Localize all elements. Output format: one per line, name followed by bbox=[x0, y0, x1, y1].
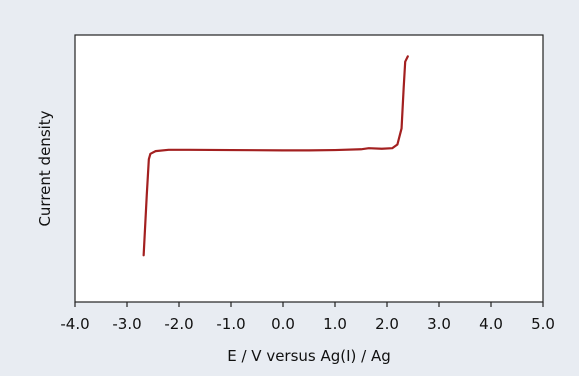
x-tick-label: 1.0 bbox=[323, 315, 347, 333]
series-line bbox=[142, 55, 409, 257]
x-tick-label: -4.0 bbox=[60, 315, 89, 333]
x-axis-ticks: -4.0 -3.0 -2.0 -1.0 0.0 1.0 2.0 3.0 4.0 5.0 bbox=[60, 302, 555, 333]
x-tick-label: -2.0 bbox=[164, 315, 193, 333]
x-tick-label: 2.0 bbox=[375, 315, 399, 333]
x-tick-label: -1.0 bbox=[216, 315, 245, 333]
y-axis-label: Current density bbox=[36, 110, 54, 226]
x-tick-label: -3.0 bbox=[112, 315, 141, 333]
plot-frame bbox=[74, 34, 544, 303]
x-axis-label: E / V versus Ag(I) / Ag bbox=[227, 347, 391, 365]
x-tick-label: 0.0 bbox=[271, 315, 295, 333]
x-tick-label: 4.0 bbox=[479, 315, 503, 333]
plot-area bbox=[75, 35, 543, 302]
x-tick-label: 3.0 bbox=[427, 315, 451, 333]
x-tick-label: 5.0 bbox=[531, 315, 555, 333]
